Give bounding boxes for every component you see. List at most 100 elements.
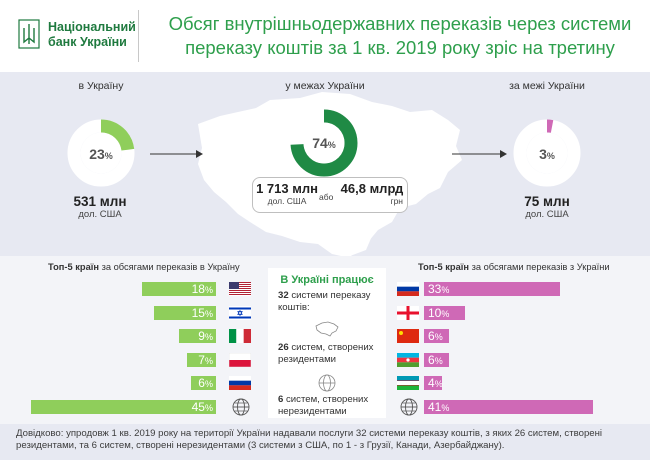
right-bar-4: 6% <box>424 352 449 368</box>
left-bar-1: 18% <box>142 282 216 296</box>
amount-usd: 1 713 млн дол. США <box>255 181 319 206</box>
right-bar-value-6: 41% <box>428 400 449 415</box>
nbu-logo: Національний банк України <box>16 18 136 52</box>
russia-flag <box>397 282 419 296</box>
systems-total-number: 32 <box>278 290 289 301</box>
donut-share-arc <box>67 119 135 187</box>
left-bar-value-4: 7% <box>198 353 213 368</box>
bar-value-number: 9 <box>198 329 205 344</box>
italy-flag <box>229 329 251 344</box>
logo-line-2: банк України <box>48 35 127 49</box>
right-bar-value-4: 6% <box>428 353 443 368</box>
bar-value-number: 7 <box>198 352 205 367</box>
percent-within-ukraine: 74% <box>299 135 349 151</box>
donut-share-arc <box>513 119 581 187</box>
left-list-title-bold: Топ-5 країн <box>48 262 99 272</box>
right-bar-value-2: 10% <box>428 306 449 321</box>
systems-residents-number: 26 <box>278 342 289 353</box>
systems-residents-text: систем, створених резидентами <box>278 342 374 365</box>
bar-value-number: 41 <box>428 400 442 414</box>
right-bar-6: 41% <box>424 400 593 414</box>
usa-flag <box>229 282 251 296</box>
percent-sign: % <box>204 308 213 319</box>
percent-sign: % <box>204 403 213 413</box>
left-bar-value-2: 15% <box>192 306 213 321</box>
arrowhead-left <box>196 150 203 158</box>
or-label: або <box>319 192 334 202</box>
amount-uah-unit: грн <box>390 196 403 206</box>
arrowhead-right <box>500 150 507 158</box>
left-bar-value-3: 9% <box>198 329 213 344</box>
left-bar-4: 7% <box>187 352 216 368</box>
bar-value-number: 4 <box>428 376 435 391</box>
bar-value-number: 15 <box>191 305 205 320</box>
percent-sign: % <box>204 355 213 366</box>
percent-sign: % <box>204 285 213 295</box>
right-bar-value-3: 6% <box>428 329 443 344</box>
globe-icon <box>400 398 418 416</box>
donut-center <box>303 122 345 164</box>
systems-total: 32 системи переказу коштів: <box>278 290 378 313</box>
right-bar-value-5: 4% <box>428 376 443 391</box>
right-bar-2: 10% <box>424 305 466 321</box>
right-list-title-bold: Топ-5 країн <box>418 262 469 272</box>
amount-in-ukraine-unit: дол. США <box>78 209 122 220</box>
donut-center <box>80 132 122 174</box>
amount-usd-value: 1 713 млн <box>256 181 318 196</box>
russia-flag <box>229 376 251 391</box>
poland-flag <box>228 352 252 368</box>
donut-share-arc <box>290 109 358 177</box>
left-bar-6: 45% <box>31 400 216 414</box>
systems-nonresidents-text: систем, створених нерезидентами <box>278 394 369 417</box>
nbu-emblem-icon <box>16 18 42 52</box>
percent-sign: % <box>327 140 336 150</box>
bar-value-number: 33 <box>428 282 442 296</box>
azerbaijan-flag <box>397 352 419 367</box>
right-bar-value-1: 33% <box>428 282 449 297</box>
systems-nonresidents: 6 систем, створених нерезидентами <box>278 394 382 417</box>
bar-value-number: 18 <box>191 282 205 296</box>
systems-nonresidents-number: 6 <box>278 394 284 405</box>
logo-text: Національний банк України <box>48 20 136 50</box>
amount-from-ukraine-value: 75 млн <box>524 194 570 209</box>
amount-usd-unit: дол. США <box>267 196 307 206</box>
percent-sign: % <box>441 308 450 319</box>
percent-sign: % <box>434 355 443 366</box>
right-bar-5: 4% <box>424 376 443 391</box>
percent-sign: % <box>546 151 555 161</box>
systems-total-text: системи переказу коштів: <box>278 290 371 313</box>
percent-sign: % <box>104 151 113 161</box>
bar-value-number: 10 <box>428 305 442 320</box>
bar-value-number: 45 <box>191 400 205 414</box>
amount-uah-value: 46,8 млрд <box>340 181 404 196</box>
globe-icon <box>232 398 250 416</box>
uzbekistan-flag <box>397 376 419 391</box>
within-ukraine-amount-box: 1 713 млн дол. США або 46,8 млрд грн <box>252 177 408 213</box>
amount-in-ukraine: 531 млн дол. США <box>60 194 140 220</box>
right-list-title-rest: за обсягами переказів з України <box>468 262 610 272</box>
georgia-flag <box>397 305 419 320</box>
china-flag <box>397 329 419 344</box>
amount-from-ukraine-unit: дол. США <box>525 209 569 220</box>
percent-sign: % <box>441 403 450 413</box>
right-bar-3: 6% <box>424 329 449 344</box>
amount-from-ukraine: 75 млн дол. США <box>507 194 587 220</box>
right-bar-1: 33% <box>424 282 560 296</box>
label-within-ukraine: у межах України <box>285 80 365 92</box>
israel-flag <box>229 305 251 320</box>
left-list-title-rest: за обсягами переказів в Україну <box>98 262 240 272</box>
systems-residents: 26 систем, створених резидентами <box>278 342 382 365</box>
label-from-ukraine: за межі України <box>509 80 585 92</box>
bar-value-number: 6 <box>198 376 205 391</box>
left-bar-value-5: 6% <box>198 376 213 391</box>
label-in-ukraine: в Україну <box>78 80 124 92</box>
right-list-title: Топ-5 країн за обсягами переказів з Укра… <box>418 262 610 272</box>
footnote: Довідково: упродовж 1 кв. 2019 року на т… <box>0 424 650 460</box>
left-bar-5: 6% <box>191 376 216 391</box>
donut-center <box>526 132 568 174</box>
donut-in-ukraine <box>67 119 135 187</box>
ukraine-map-icon <box>315 321 339 337</box>
amount-in-ukraine-value: 531 млн <box>73 194 127 209</box>
amount-uah: 46,8 млрд грн <box>337 181 407 206</box>
globe-icon <box>318 374 336 392</box>
